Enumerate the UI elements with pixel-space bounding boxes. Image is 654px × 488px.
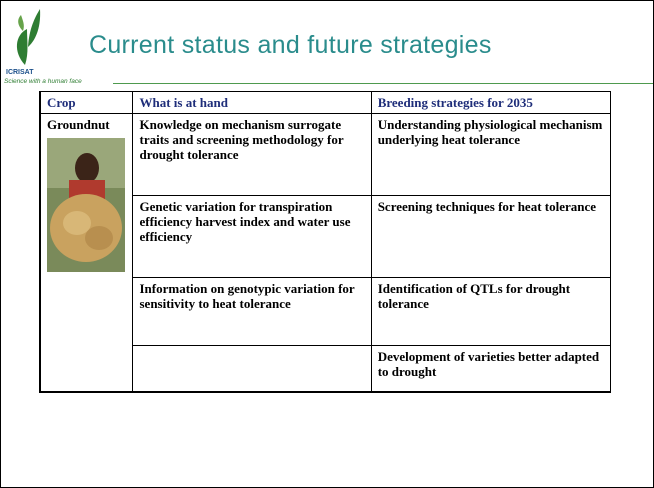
table-row: Development of varieties better adapted …	[40, 345, 612, 393]
at-hand-cell: Knowledge on mechanism surrogate traits …	[132, 113, 372, 196]
at-hand-cell: Genetic variation for transpiration effi…	[132, 195, 372, 278]
divider	[113, 83, 653, 84]
strategy-cell: Screening techniques for heat tolerance	[370, 195, 612, 278]
tagline: Science with a human face	[4, 78, 82, 85]
column-header: What is at hand	[132, 91, 372, 114]
crop-photo	[47, 138, 125, 272]
column-header: Crop	[39, 91, 134, 114]
logo-mark	[16, 9, 41, 65]
at-hand-cell	[132, 345, 372, 393]
table-row: Genetic variation for transpiration effi…	[40, 195, 612, 278]
crop-cell: Groundnut	[39, 113, 134, 393]
strategy-table: Crop What is at hand Breeding strategies f…	[39, 91, 612, 393]
strategy-cell: Understanding physiological mechanism un…	[370, 113, 612, 196]
strategy-cell: Identification of QTLs for drought toler…	[370, 277, 612, 346]
at-hand-cell: Information on genotypic variation for s…	[132, 277, 372, 346]
table-row: Groundnut Knowledge on mechanism surrogat…	[39, 113, 612, 393]
header-row: Crop What is at hand Breeding strategies f…	[39, 91, 612, 114]
crop-name: Groundnut	[47, 117, 110, 132]
strategy-cell: Development of varieties better adapted …	[370, 345, 612, 393]
column-header: Breeding strategies for 2035	[370, 91, 612, 114]
logo-text: ICRISAT	[6, 69, 34, 76]
slide-title: Current status and future strategies	[89, 31, 492, 59]
table-row: Information on genotypic variation for s…	[40, 277, 612, 346]
